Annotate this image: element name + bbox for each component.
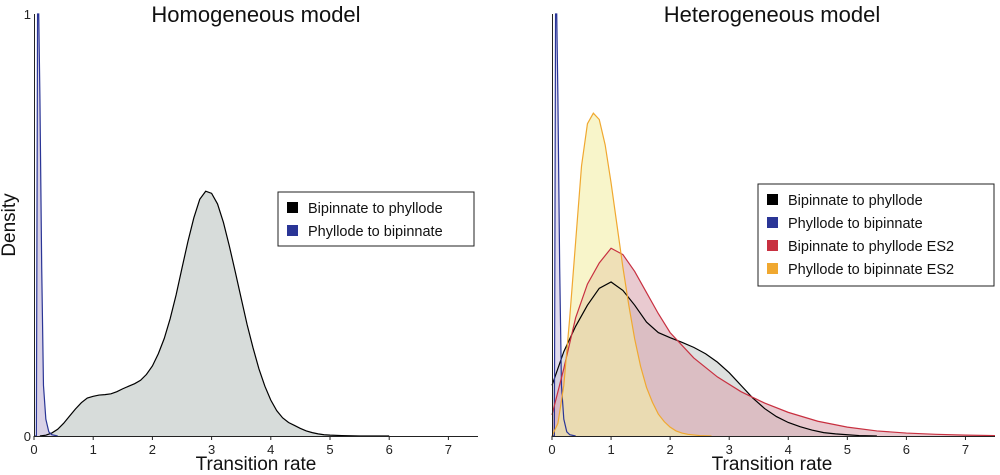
series-line-0 — [551, 281, 877, 437]
series-area-2 — [552, 248, 995, 436]
x-tick-label: 1 — [90, 442, 97, 457]
heterogeneous-panel: 0 1 2 3 4 5 6 7 Heterogeneous model Transition … — [548, 2, 996, 475]
x-tick-label: 1 — [607, 442, 614, 457]
x-tick-label: 2 — [149, 442, 156, 457]
legend: Bipinnate to phyllode Phyllode to bipinna… — [277, 191, 475, 247]
y-tick-label: 1 — [24, 7, 31, 22]
x-tick-label: 0 — [548, 442, 555, 457]
legend-entry: Bipinnate to phyllode ES2 — [788, 239, 954, 255]
series-line-1 — [34, 13, 58, 437]
legend-swatch — [767, 240, 778, 251]
legend-box — [277, 191, 475, 247]
legend-swatch — [287, 225, 298, 236]
x-tick-label: 7 — [445, 442, 452, 457]
series-area-0 — [39, 191, 390, 436]
x-tick-label: 4 — [785, 442, 792, 457]
chart-title: Homogeneous model — [151, 2, 360, 27]
legend-entry: Phyllode to bipinnate ES2 — [788, 262, 954, 278]
legend-entry: Bipinnate to phyllode — [308, 201, 443, 217]
y-axis-label: Density — [0, 193, 20, 257]
legend-swatch — [767, 217, 778, 228]
series-line-2 — [551, 247, 996, 437]
series-area-3 — [552, 113, 712, 437]
chart-title: Heterogeneous model — [664, 2, 880, 27]
legend-swatch — [287, 202, 298, 213]
legend-entry: Phyllode to bipinnate — [308, 224, 443, 240]
x-axis-label: Transition rate — [712, 454, 833, 475]
series-line-0 — [39, 190, 390, 437]
x-tick-label: 5 — [844, 442, 851, 457]
series-line-1 — [552, 13, 576, 437]
y-tick-label: 0 — [24, 429, 31, 444]
legend-entry: Bipinnate to phyllode — [788, 193, 923, 209]
legend-box — [757, 183, 995, 287]
x-tick-label: 3 — [726, 442, 733, 457]
x-tick-label: 3 — [208, 442, 215, 457]
x-tick-label: 0 — [30, 442, 37, 457]
x-tick-label: 6 — [903, 442, 910, 457]
x-axis-label: Transition rate — [196, 454, 317, 475]
x-tick-label: 2 — [667, 442, 674, 457]
legend-swatch — [767, 194, 778, 205]
x-tick-label: 7 — [962, 442, 969, 457]
legend-swatch — [767, 263, 778, 274]
homogeneous-panel: 0 1 2 3 4 5 6 7 0 1 Homogeneous model Transition… — [0, 2, 478, 475]
series-line-3 — [551, 112, 712, 437]
legend: Bipinnate to phyllode Phyllode to bipinna… — [757, 183, 995, 287]
x-tick-label: 5 — [326, 442, 333, 457]
x-tick-label: 6 — [386, 442, 393, 457]
x-tick-label: 4 — [267, 442, 274, 457]
legend-entry: Phyllode to bipinnate — [788, 216, 923, 232]
